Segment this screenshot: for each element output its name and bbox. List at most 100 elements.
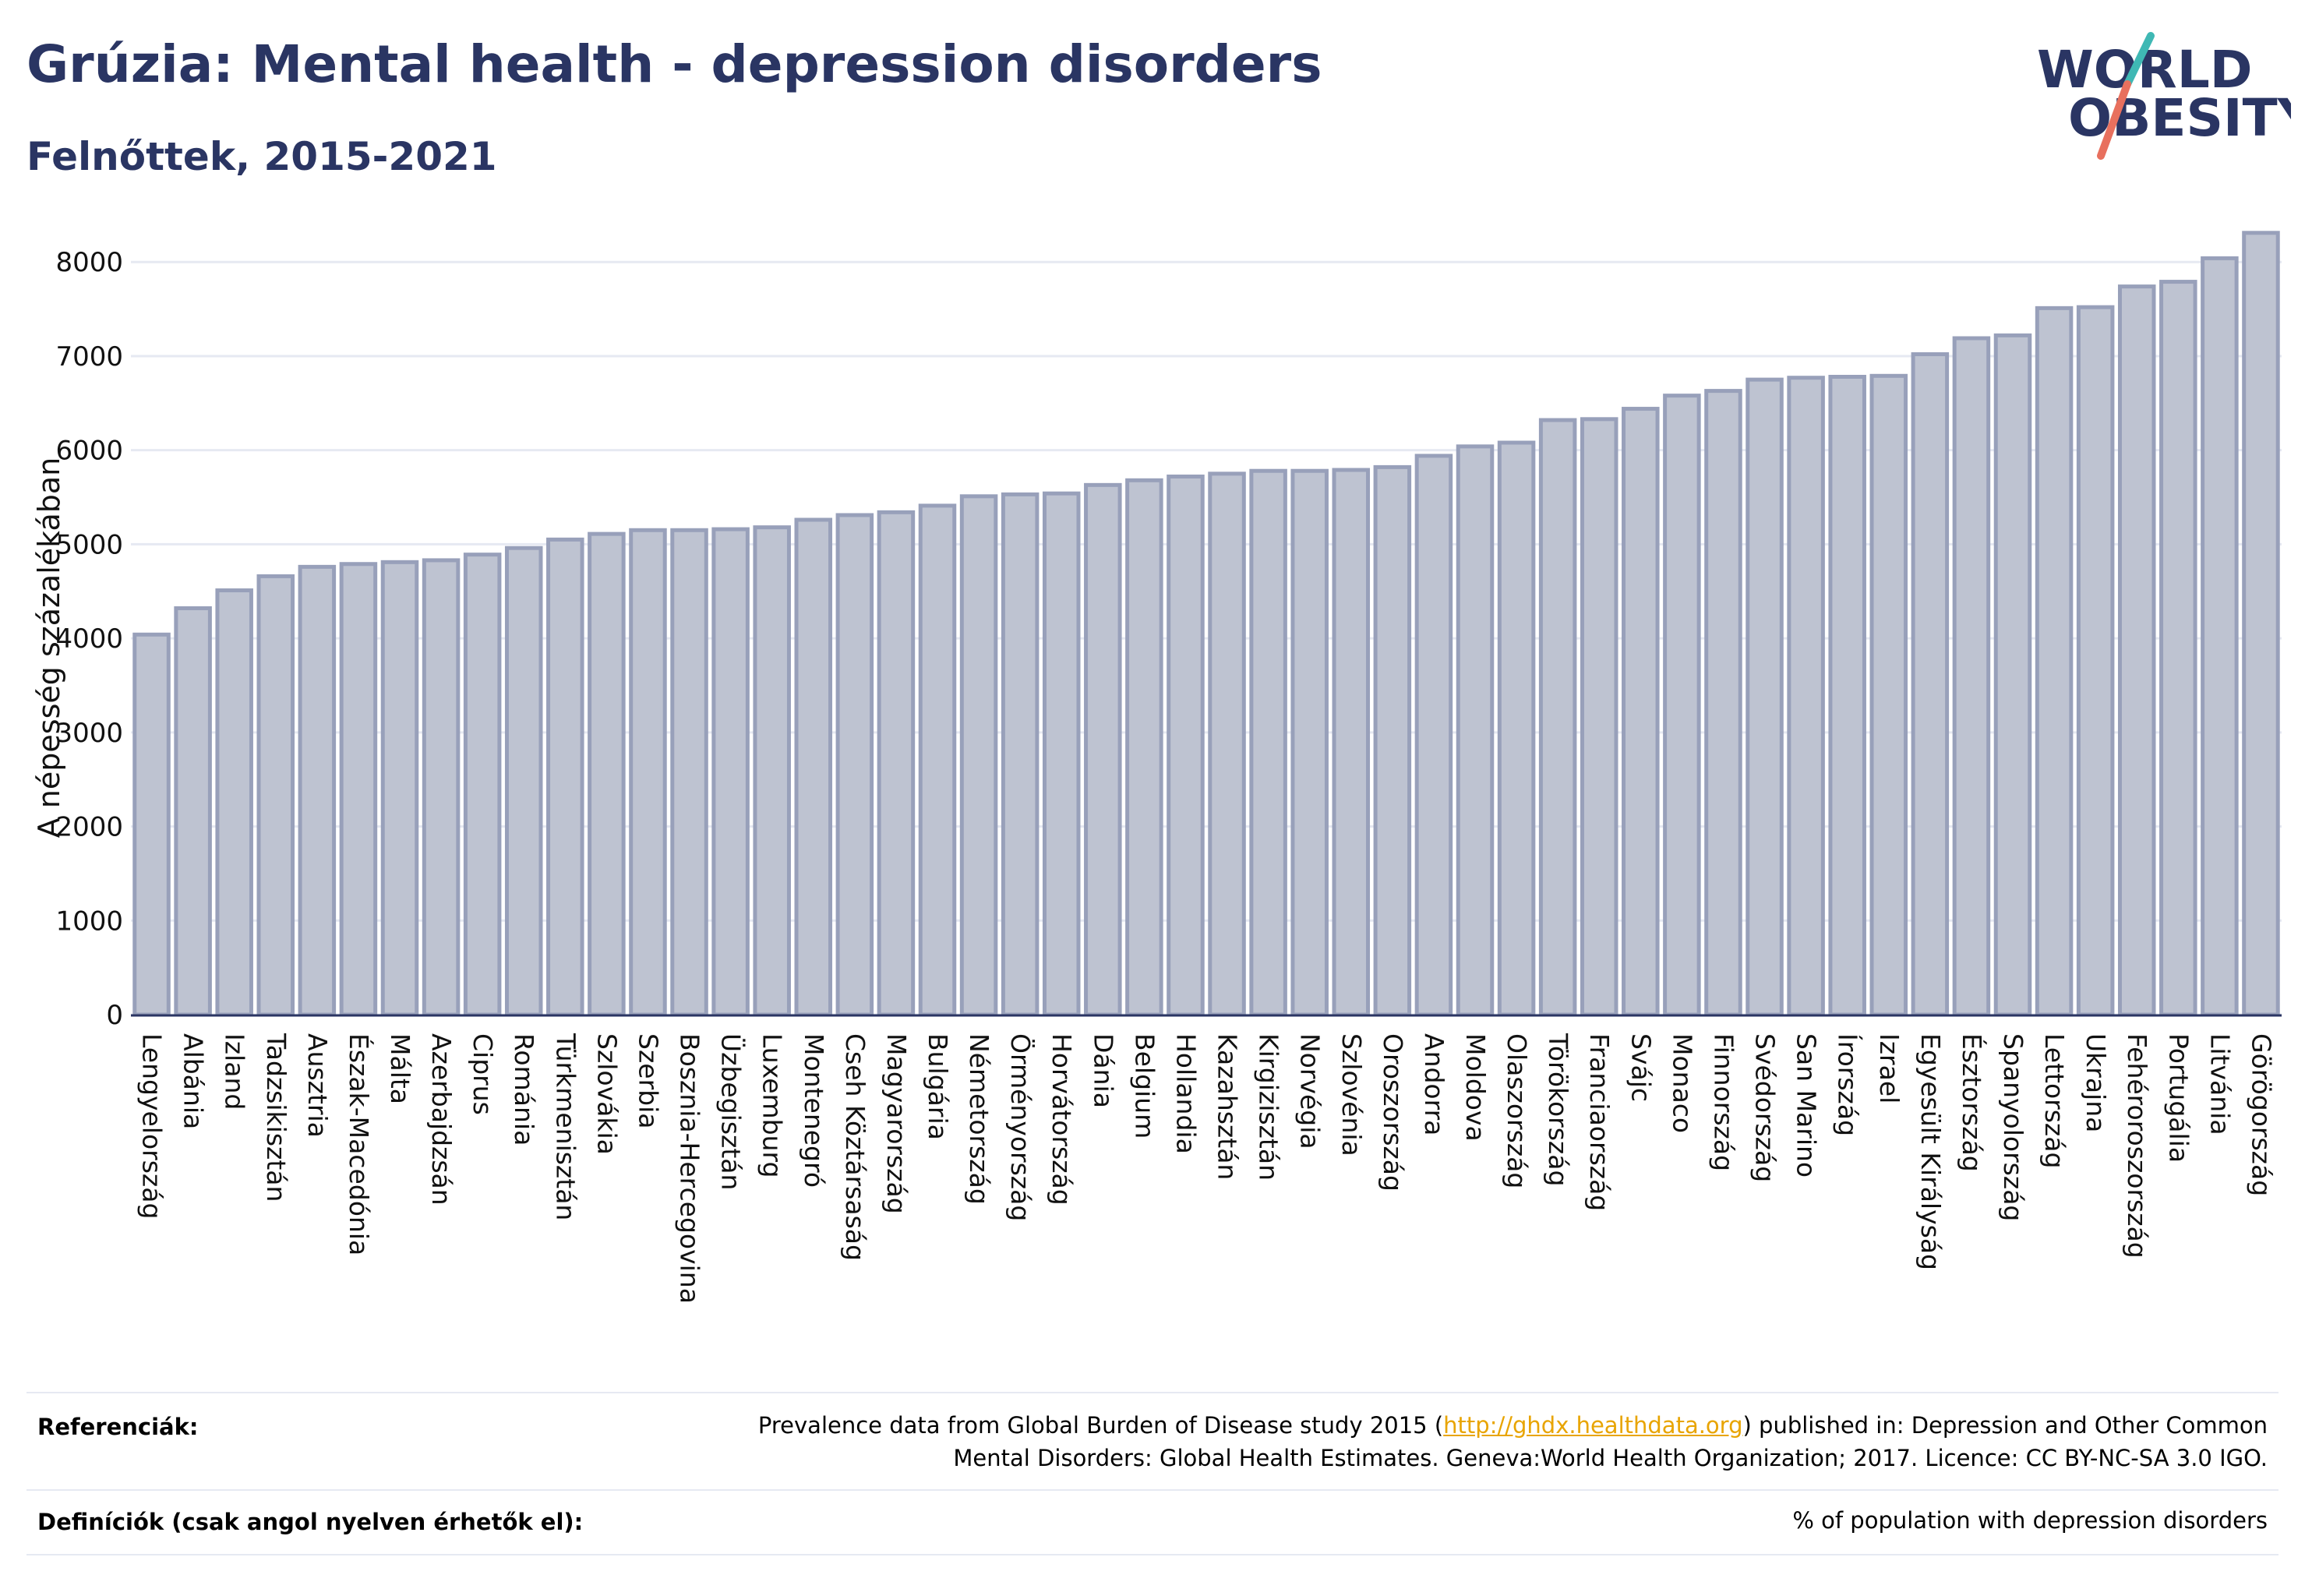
bar[interactable] [174,606,212,1017]
x-tick-label: Oroszország [1378,1033,1408,1192]
x-tick-label: Moldova [1460,1033,1491,1142]
bar[interactable] [1167,474,1205,1017]
bar[interactable] [504,546,543,1017]
bar[interactable] [1249,468,1287,1017]
x-tick-label: Cseh Köztársaság [840,1033,870,1261]
bar[interactable] [422,558,461,1017]
bar[interactable] [1622,407,1660,1017]
y-tick-label: 8000 [55,247,123,278]
x-tick-label: Hollandia [1170,1033,1201,1154]
logo-slash-teal [2123,32,2155,88]
x-tick-label: Olaszország [1502,1033,1532,1188]
bar[interactable] [588,531,626,1017]
bar[interactable] [546,537,584,1017]
x-tick-label: Litvánia [2204,1033,2235,1135]
bar[interactable] [1001,492,1040,1017]
bar[interactable] [1538,418,1577,1017]
bar[interactable] [1952,336,1991,1017]
x-tick-label: Kazahsztán [1213,1033,1243,1180]
x-tick-label: Dánia [1088,1033,1118,1108]
bar[interactable] [877,510,916,1017]
x-axis-labels: Lengyelország Albánia Izland Tadzsikisztán A… [137,1033,2277,1304]
logo-slash-coral [2097,80,2131,160]
bar[interactable] [1373,464,1412,1017]
bar[interactable] [1456,444,1495,1017]
x-tick-label: Üzbegisztán [716,1033,747,1190]
x-tick-label: Szerbia [633,1033,663,1128]
bar[interactable] [215,588,253,1017]
bar[interactable] [1042,491,1081,1017]
x-tick-label: Belgium [1129,1033,1160,1139]
x-tick-label: San Marino [1791,1033,1822,1178]
references-text-before: Prevalence data from Global Burden of Di… [757,1412,1444,1439]
references-label: Referenciák: [37,1414,199,1440]
x-tick-label: Luxemburg [757,1033,788,1178]
bar[interactable] [629,528,667,1017]
x-tick-label: Kirgizisztán [1254,1033,1284,1181]
bar[interactable] [918,503,957,1017]
bar[interactable] [2242,231,2280,1017]
bar-chart: 0 1000 2000 3000 4000 5000 6000 7000 8000 Lengye… [32,231,2282,1304]
y-tick-label: 1000 [55,906,123,937]
bar[interactable] [670,528,708,1017]
bar[interactable] [2035,305,2074,1017]
bar[interactable] [2117,284,2156,1017]
bar[interactable] [1125,478,1163,1017]
y-axis-ticks: 0 1000 2000 3000 4000 5000 6000 7000 8000 [55,247,123,1031]
bar[interactable] [1787,376,1825,1017]
bar[interactable] [1911,352,1950,1017]
x-tick-label: Svédország [1750,1033,1781,1182]
x-tick-label: Egyesült Királyság [1915,1033,1946,1270]
bar[interactable] [1869,373,1908,1017]
x-tick-label: Fehéroroszország [2122,1033,2152,1259]
x-tick-label: Szlovénia [1336,1033,1367,1156]
x-tick-label: Izland [220,1033,250,1110]
bar[interactable] [1746,377,1784,1017]
bar[interactable] [1828,374,1866,1017]
x-tick-label: Horvátország [1047,1033,1077,1206]
x-tick-label: Málta [385,1033,415,1104]
world-obesity-logo: WORLD OBESITY [2037,32,2291,160]
divider [26,1392,2279,1393]
bar[interactable] [1290,468,1329,1017]
bar[interactable] [380,560,419,1017]
bar[interactable] [2201,256,2239,1017]
bar[interactable] [1332,468,1371,1017]
x-tick-label: Ausztria [302,1033,333,1138]
bar[interactable] [132,632,171,1017]
x-tick-label: Portugália [2163,1033,2194,1163]
bar[interactable] [959,494,998,1017]
x-tick-label: Németország [964,1033,994,1205]
x-tick-label: Ukrajna [2081,1033,2111,1132]
bar[interactable] [1704,389,1742,1017]
bar[interactable] [1497,440,1536,1017]
x-tick-label: Türkmenisztán [550,1033,581,1220]
x-tick-label: Szlovákia [591,1033,622,1155]
bar[interactable] [1084,482,1122,1017]
y-tick-label: 5000 [55,529,123,560]
x-tick-label: Monaco [1667,1033,1697,1133]
bar[interactable] [339,562,378,1017]
y-tick-label: 2000 [55,812,123,843]
bar[interactable] [1993,333,2032,1017]
x-tick-label: Örményország [1005,1033,1036,1221]
bar[interactable] [1414,454,1453,1017]
bar[interactable] [711,527,750,1017]
references-link[interactable]: http://ghdx.healthdata.org [1443,1412,1743,1439]
bar[interactable] [1663,394,1701,1017]
bar[interactable] [256,574,295,1017]
bar[interactable] [753,525,791,1017]
x-tick-label: Izrael [1874,1033,1904,1103]
bar[interactable] [463,553,502,1017]
bar[interactable] [298,564,337,1017]
bar[interactable] [1208,471,1246,1017]
bar[interactable] [2076,305,2115,1017]
bar[interactable] [835,513,874,1017]
x-tick-label: Franciaország [1584,1033,1615,1211]
references-line2: Mental Disorders: Global Health Estimate… [953,1445,2268,1471]
chart-subtitle: Felnőttek, 2015-2021 [26,134,497,179]
bar[interactable] [2159,280,2197,1017]
bar[interactable] [794,517,833,1017]
bar[interactable] [1580,417,1618,1017]
x-tick-label: Montenegró [799,1033,829,1188]
